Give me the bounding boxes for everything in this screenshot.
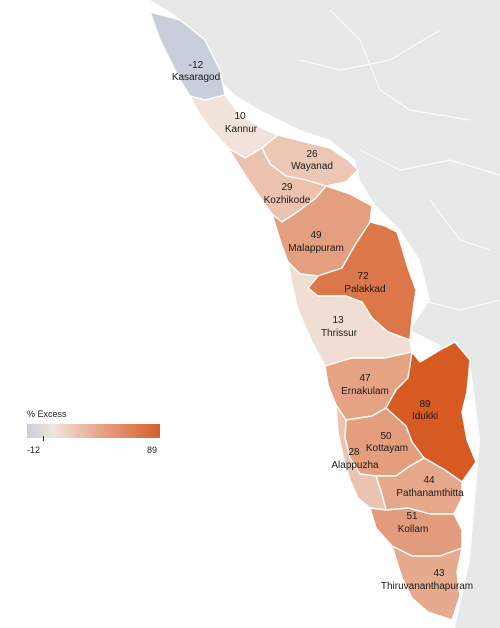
label-value-ernakulam: 47: [359, 373, 371, 384]
legend-title: % Excess: [27, 409, 67, 419]
label-name-thiruvananthapuram: Thiruvananthapuram: [381, 581, 473, 592]
district-thrissur[interactable]: [287, 261, 413, 367]
district-idukki[interactable]: [385, 341, 477, 483]
label-name-kottayam: Kottayam: [366, 443, 408, 454]
label-name-kollam: Kollam: [398, 524, 429, 535]
label-name-pathanamthitta: Pathanamthitta: [396, 488, 464, 499]
label-value-malappuram: 49: [310, 230, 322, 241]
label-value-thiruvananthapuram: 43: [433, 568, 445, 579]
label-name-wayanad: Wayanad: [291, 161, 333, 172]
label-name-ernakulam: Ernakulam: [341, 386, 389, 397]
label-value-pathanamthitta: 44: [423, 475, 435, 486]
district-thiruvananthapuram[interactable]: [391, 545, 463, 621]
label-value-palakkad: 72: [357, 271, 369, 282]
label-value-kasaragod: -12: [189, 60, 204, 71]
label-name-alappuzha: Alappuzha: [331, 460, 379, 471]
label-name-kannur: Kannur: [225, 124, 258, 135]
label-value-idukki: 89: [419, 399, 431, 410]
label-value-kozhikode: 29: [281, 182, 293, 193]
label-value-kottayam: 50: [380, 431, 392, 442]
label-name-malappuram: Malappuram: [288, 243, 344, 254]
label-name-palakkad: Palakkad: [344, 284, 385, 295]
label-value-kollam: 51: [406, 511, 418, 522]
basemap-land: [150, 0, 500, 628]
legend-color-ramp: [27, 424, 160, 438]
label-value-thrissur: 13: [332, 315, 344, 326]
legend-tick: [43, 436, 44, 441]
basemap-roads: [299, 9, 500, 311]
legend-max-label: 89: [147, 445, 158, 455]
label-value-kannur: 10: [234, 111, 246, 122]
label-value-wayanad: 26: [306, 149, 318, 160]
label-name-idukki: Idukki: [412, 411, 438, 422]
label-name-thrissur: Thrissur: [321, 328, 358, 339]
label-name-kasaragod: Kasaragod: [172, 72, 220, 83]
label-name-kozhikode: Kozhikode: [264, 195, 311, 206]
legend-min-label: -12: [27, 445, 41, 455]
district-labels: -12 Kasaragod 10 Kannur 26 Wayanad 29 Ko…: [172, 60, 473, 592]
label-value-alappuzha: 28: [348, 447, 360, 458]
district-kollam[interactable]: [369, 507, 463, 557]
